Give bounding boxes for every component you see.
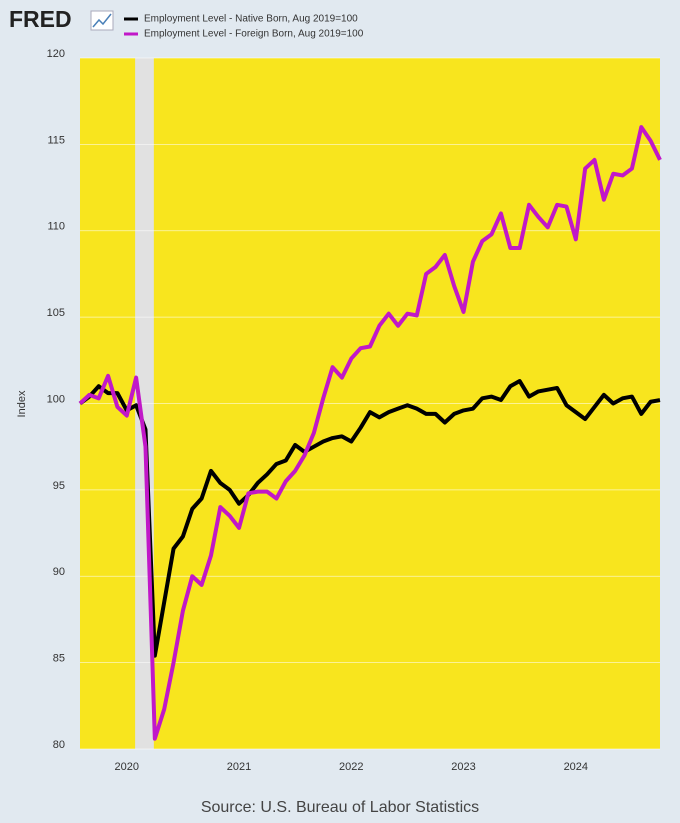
x-tick-label: 2021 [227,761,251,773]
legend-label: Employment Level - Native Born, Aug 2019… [144,14,358,25]
y-tick-label: 85 [53,653,65,665]
logo: FRED [9,6,72,32]
x-tick-label: 2024 [564,761,588,773]
y-tick-label: 110 [47,221,65,233]
y-tick-label: 80 [53,739,65,751]
line-series [78,125,662,741]
y-tick-label: 95 [53,480,65,492]
y-tick-label: 115 [47,134,65,146]
y-tick-label: 100 [47,393,65,405]
logo-icon [90,10,114,31]
y-axis-label: Index [16,390,28,417]
y-tick-label: 90 [53,566,65,578]
x-tick-label: 2022 [339,761,363,773]
y-tick-label: 120 [47,48,65,60]
y-tick-label: 105 [47,307,65,319]
line-series [78,379,661,658]
legend-label: Employment Level - Foreign Born, Aug 201… [144,29,364,40]
source: Source: U.S. Bureau of Labor Statistics [201,799,479,816]
x-tick-label: 2020 [115,761,139,773]
x-tick-label: 2023 [451,761,475,773]
